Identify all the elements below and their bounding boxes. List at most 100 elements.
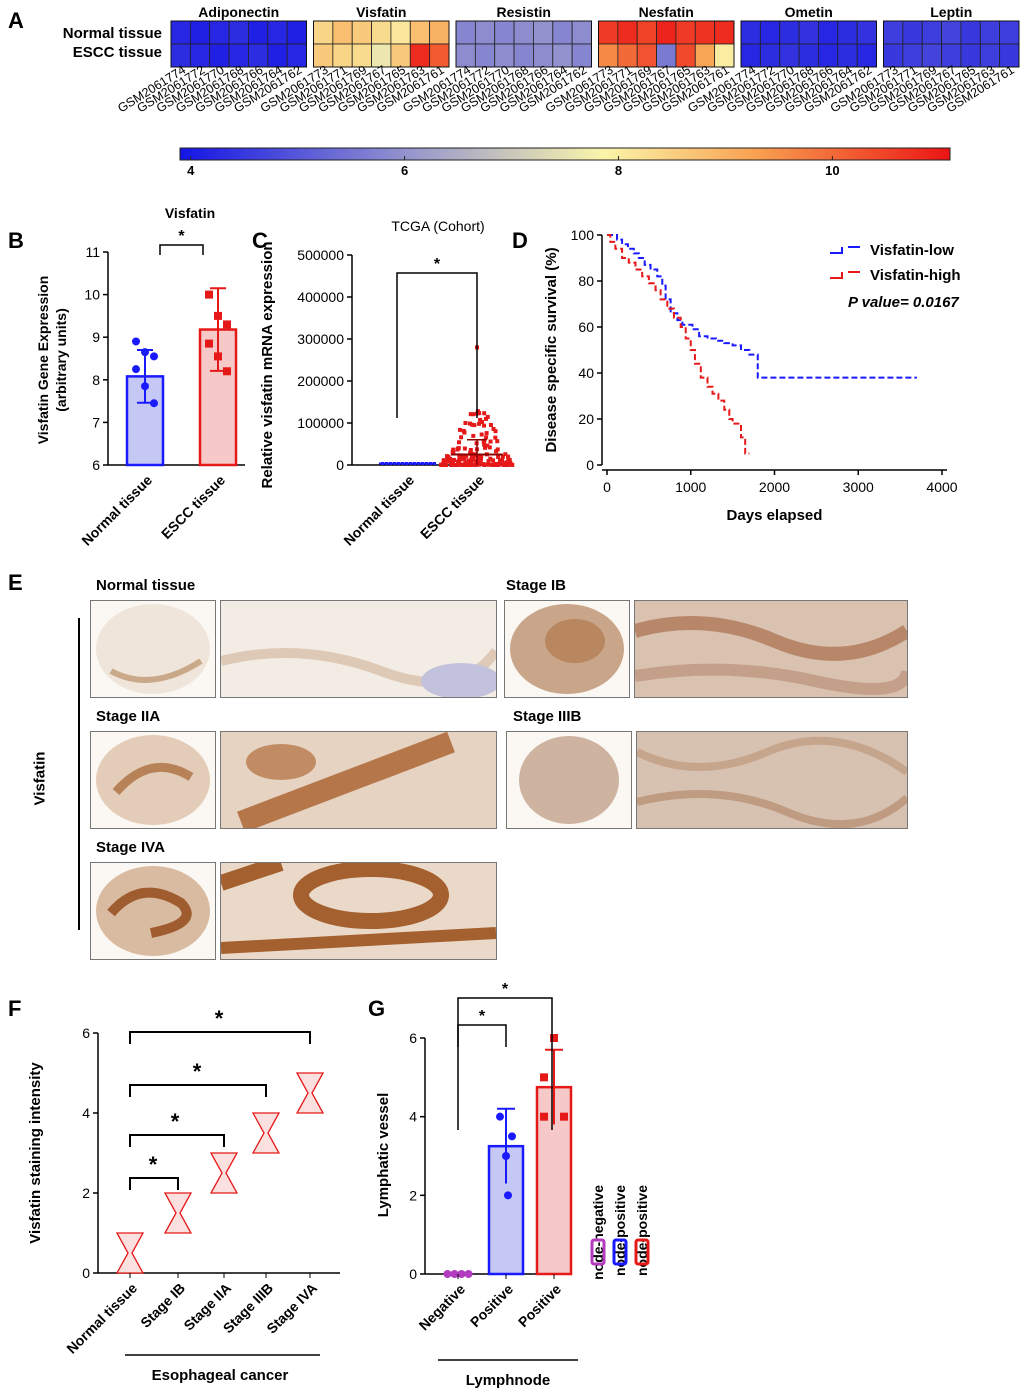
chart-c-point-escc: [466, 458, 471, 463]
heatmap-group-border: [598, 20, 735, 68]
chart-c-point-escc: [443, 462, 448, 467]
chart-b-title: Visfatin: [165, 205, 215, 221]
heatmap-group-label: Leptin: [930, 4, 972, 20]
chart-g-point: [496, 1112, 504, 1121]
chart-c-point-escc: [483, 416, 488, 421]
chart-f-sig-star: *: [171, 1109, 180, 1134]
chart-g-sig-1-star: *: [479, 1008, 486, 1025]
chart-g-sig-1-bracket: [457, 1024, 507, 1047]
heatmap-cell: [714, 20, 735, 45]
chart-c-point-escc: [488, 439, 493, 444]
chart-c-point-escc: [469, 461, 474, 466]
chart-b-y-tick-label: 7: [92, 414, 100, 430]
chart-f-sig-bracket: [129, 1084, 267, 1097]
chart-c-point-escc: [480, 420, 485, 425]
chart-d-x-tick-label: 0: [603, 479, 611, 495]
heatmap-cell: [455, 20, 476, 45]
chart-c-point-escc: [469, 457, 474, 462]
chart-c-point-escc: [498, 462, 503, 467]
ihc-label-iva: Stage IVA: [96, 839, 165, 856]
heatmap-cell: [313, 20, 334, 45]
chart-g-errorbar: [545, 1048, 563, 1125]
chart-c-point-escc: [456, 446, 461, 451]
chart-c-point-escc: [468, 448, 473, 453]
chart-c-point-escc: [457, 440, 462, 445]
chart-f-ylabel: Visfatin staining intensity: [27, 1062, 44, 1244]
lymph-legend-label: N0 Lymph node-negative: [590, 1185, 606, 1280]
chart-c-point-escc: [484, 435, 489, 440]
heatmap-cell: [636, 20, 657, 45]
chart-f-sig-bracket: [129, 1134, 225, 1147]
ihc-iia-zoom: [220, 731, 497, 829]
heatmap-cell: [941, 20, 962, 45]
ihc-axis-label: Visfatin: [31, 751, 49, 806]
chart-g-category: Positive: [515, 1281, 564, 1330]
chart-b-ylabel-unit: (arbitrary units): [53, 308, 69, 411]
chart-b-category: ESCC tissue: [158, 472, 228, 542]
ihc-ib-zoom: [634, 600, 908, 698]
chart-f-y-tick-label: 6: [82, 1025, 90, 1041]
panel-letter-d: D: [512, 228, 528, 253]
chart-c-point-escc: [464, 462, 469, 467]
chart-g-errorbar: [497, 1107, 515, 1184]
chart-c-point-escc: [481, 439, 486, 444]
chart-b-point: [132, 365, 140, 374]
chart-c-point-escc: [451, 450, 456, 455]
chart-c-category: Normal tissue: [340, 472, 417, 549]
chart-g-group-label: Lymphnode: [466, 1372, 550, 1389]
chart-g-y-tick-label: 2: [409, 1187, 417, 1203]
heatmap-cell: [267, 20, 288, 45]
chart-g-point: [502, 1152, 510, 1160]
ihc-iva-core: [90, 862, 216, 960]
heatmap-cell: [740, 20, 761, 45]
heatmap-cell: [571, 20, 592, 45]
chart-b-point: [141, 348, 149, 357]
chart-b-point: [223, 367, 231, 376]
heatmap-cell: [552, 20, 573, 45]
chart-c-point-escc: [458, 457, 463, 462]
heatmap-row-label: ESCC tissue: [73, 44, 162, 61]
chart-f-y-tick-label: 4: [82, 1105, 90, 1121]
heatmap-cell: [371, 20, 392, 45]
heatmap-cell: [856, 20, 877, 45]
heatmap-cell: [513, 20, 534, 45]
chart-c-point-escc: [452, 458, 457, 463]
chart-c-point-escc: [486, 458, 491, 463]
lymph-legend-label: N2 Lymph node-positive: [634, 1185, 650, 1280]
chart-c-point-escc: [460, 462, 465, 467]
chart-d-x-tick-label: 2000: [759, 479, 790, 495]
chart-c-y-tick-label: 400000: [297, 289, 344, 305]
chart-g-sig-2-star: *: [502, 981, 509, 998]
staining-violin-chart: 0 2 4 6 Visfatin staining intensity Normal ti…: [27, 1006, 340, 1384]
chart-c-point-escc: [470, 422, 475, 427]
chart-b-point: [150, 399, 158, 408]
chart-c-point-escc: [496, 462, 501, 467]
panel-letter-f: F: [8, 996, 22, 1021]
chart-f-sig-bracket: [129, 1177, 179, 1190]
lymph-legend-label: N1 Lymph node-positive: [612, 1185, 628, 1280]
chart-g-category: Negative: [416, 1281, 469, 1334]
chart-c-point-escc: [471, 412, 476, 417]
chart-c-point-escc: [500, 454, 505, 459]
chart-c-point-escc: [464, 454, 469, 459]
chart-c-ylabel: Relative visfatin mRNA expression: [259, 241, 276, 488]
chart-c-point-escc: [462, 446, 467, 451]
heatmap-cell: [617, 20, 638, 45]
chart-c-point-escc: [495, 439, 500, 444]
heatmap-cell: [979, 20, 1001, 45]
chart-b-ylabel: Visfatin Gene Expression: [35, 276, 51, 445]
chart-g-point: [450, 1270, 459, 1278]
chart-c-sig-bracket: [396, 272, 478, 418]
heatmap-cell: [248, 20, 269, 45]
chart-c-point-escc: [496, 454, 501, 459]
heatmap-group-label: Resistin: [497, 4, 551, 20]
chart-c-point-escc: [468, 450, 473, 455]
chart-g-point: [540, 1073, 548, 1082]
chart-b-sig-bracket: [159, 244, 204, 255]
chart-b-point: [150, 352, 158, 361]
chart-b-sig-star: *: [178, 228, 185, 245]
heatmap-cell: [189, 20, 211, 45]
ihc-label-iia: Stage IIA: [96, 708, 161, 725]
chart-b-point: [132, 337, 140, 346]
heatmap-group-label: Nesfatin: [639, 4, 694, 20]
